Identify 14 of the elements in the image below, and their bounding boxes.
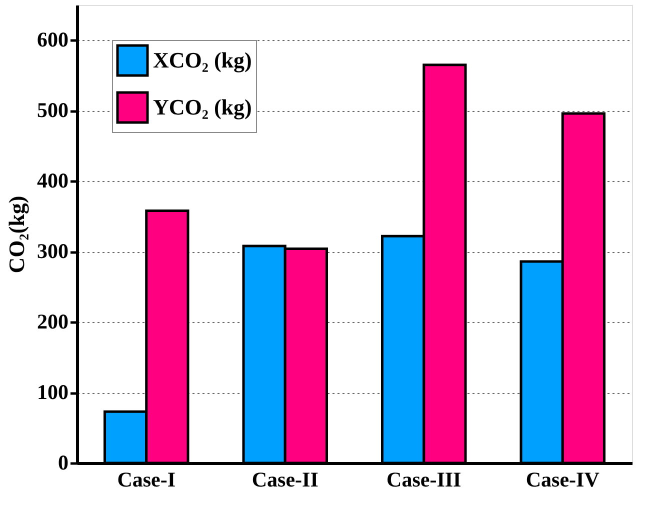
y-tick-label: 100 bbox=[37, 380, 68, 404]
y-tick-label: 400 bbox=[37, 168, 68, 193]
y-tick-label: 600 bbox=[37, 28, 68, 52]
x-tick-label: Case-IV bbox=[526, 468, 600, 492]
x-tick-label: Case-I bbox=[117, 468, 176, 492]
y-tick-label: 300 bbox=[37, 239, 68, 264]
y-axis-title: CO₂(kg) bbox=[4, 196, 29, 274]
x-tick-label: Case-III bbox=[386, 468, 462, 492]
x-tick-label: Case-II bbox=[252, 468, 318, 492]
legend-label: XCO₂ (kg) bbox=[153, 48, 252, 72]
y-tick-label: 500 bbox=[37, 98, 68, 122]
legend-label: YCO₂ (kg) bbox=[153, 94, 252, 120]
y-tick-label: 0 bbox=[58, 450, 68, 474]
y-tick-label: 200 bbox=[37, 310, 68, 334]
